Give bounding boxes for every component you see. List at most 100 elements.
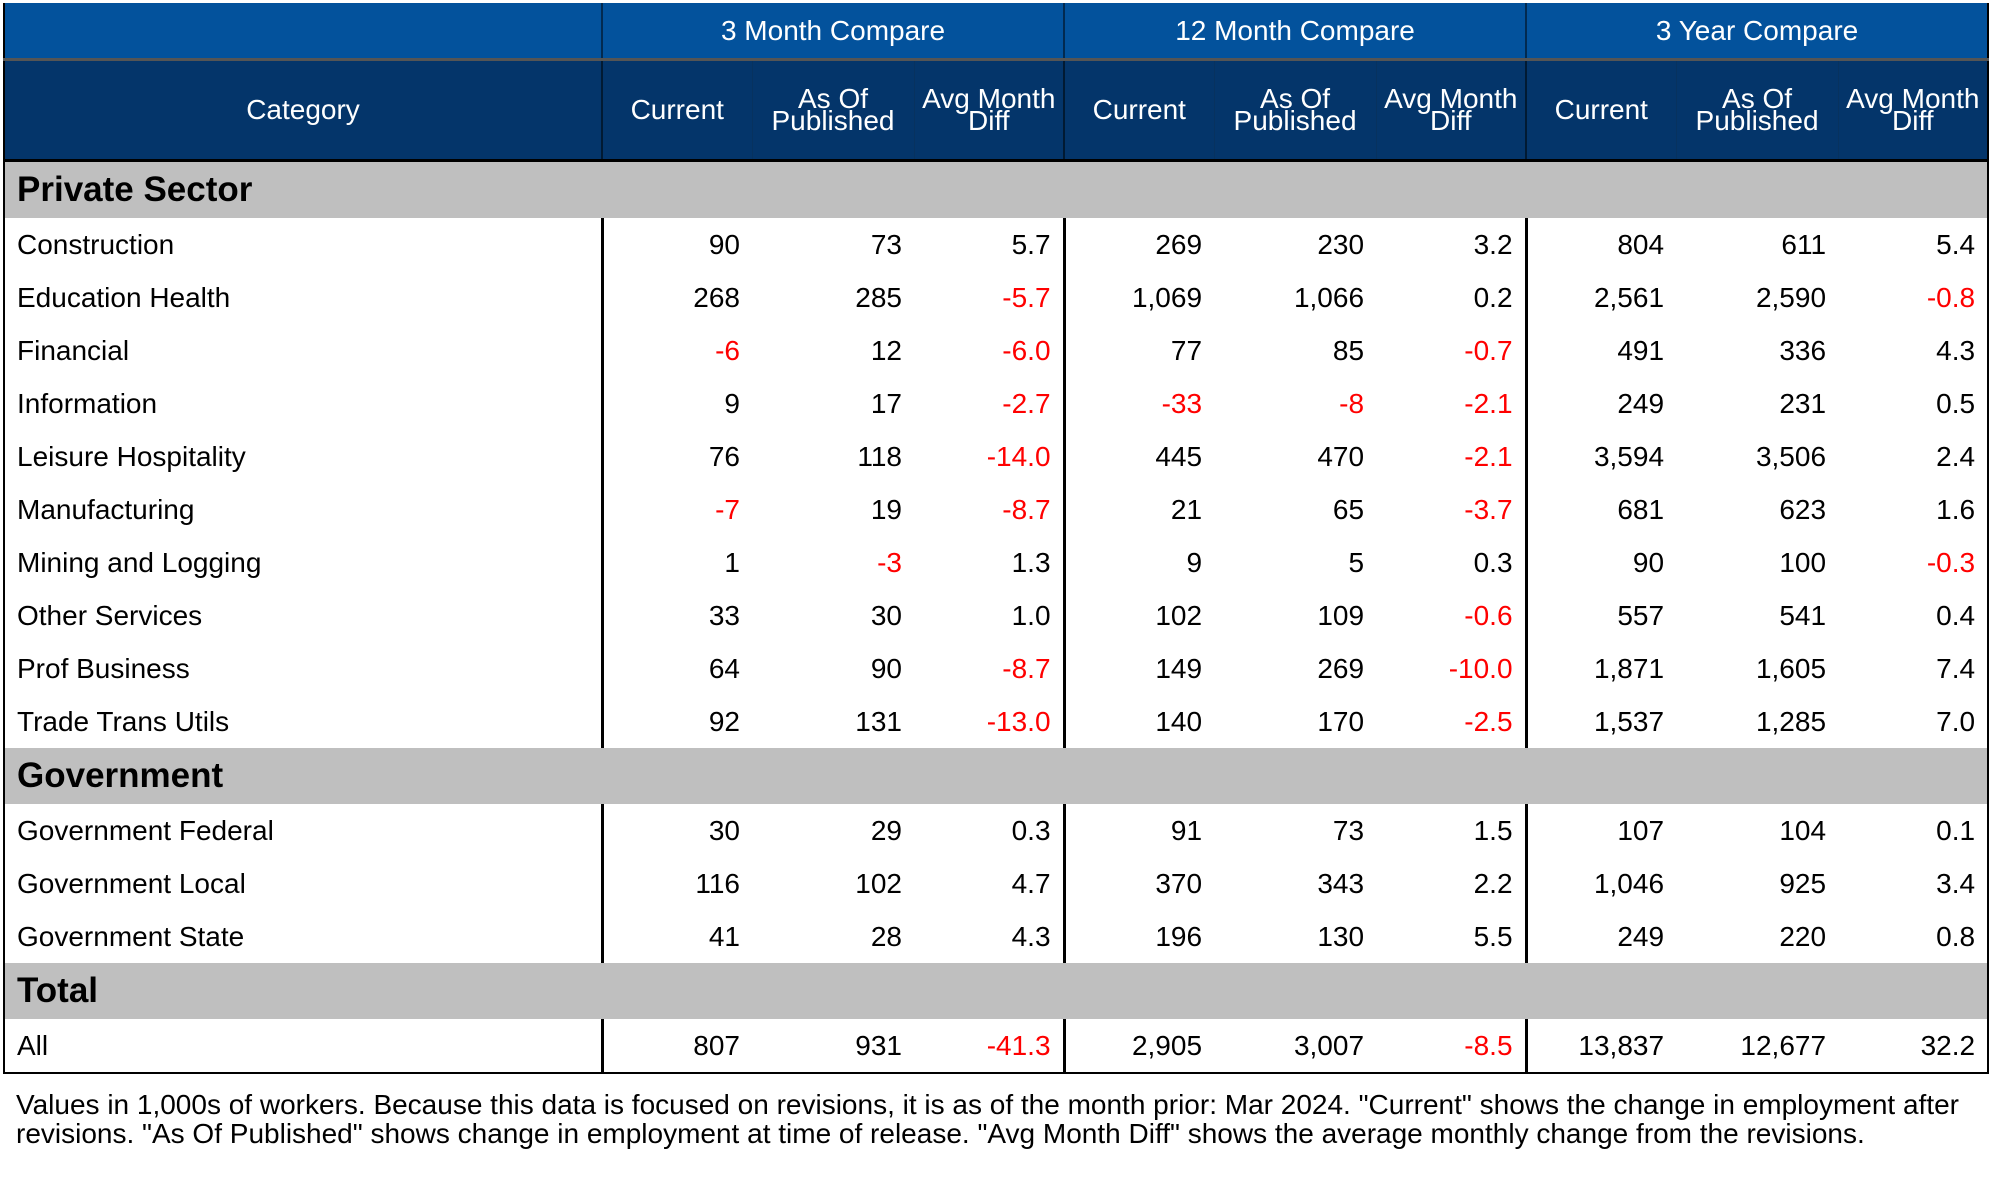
value-cell: 30 [600, 804, 752, 857]
value-cell: 269 [1317, 652, 1365, 684]
value-cell: 29 [870, 814, 902, 846]
value-cell: -7 [600, 483, 752, 536]
value-cell: 2.2 [1473, 867, 1513, 899]
value-cell: 33 [600, 589, 752, 642]
value-cell: 140 [1062, 695, 1215, 748]
value-cell: 100 [1779, 546, 1827, 578]
value-cell: 5.4 [1936, 228, 1976, 260]
value-cell: 1.0 [1011, 599, 1051, 631]
column-header-current: Current [1525, 59, 1677, 162]
value-cell: 107 [1524, 804, 1677, 857]
table-body: Private Sector Construction 90 73 5.7 269 230 3… [4, 160, 1989, 1074]
category-cell: Government Federal [4, 804, 604, 857]
value-cell: 76 [600, 430, 752, 483]
value-cell: 28 [870, 920, 902, 952]
category-cell: Leisure Hospitality [4, 430, 604, 483]
value-cell: 3,007 [1214, 1019, 1377, 1074]
group-header-12-month: 12 Month Compare [1063, 3, 1527, 61]
value-cell: 931 [752, 1019, 914, 1074]
blank-header [4, 3, 602, 61]
value-cell: 17 [870, 387, 902, 419]
value-cell: 2,561 [1524, 271, 1677, 324]
value-cell: -0.8 [1926, 281, 1976, 313]
category-cell: Mining and Logging [4, 536, 604, 589]
value-cell: -0.3 [1926, 546, 1976, 578]
value-cell: 13,837 [1524, 1019, 1677, 1074]
category-cell: Construction [4, 218, 604, 271]
value-cell: 91 [1062, 804, 1215, 857]
value-cell: 7.0 [1936, 705, 1976, 737]
value-cell: 249 [1524, 910, 1677, 963]
value-cell: 220 [1779, 920, 1827, 952]
category-cell: Government Local [4, 857, 604, 910]
value-cell: 116 [600, 857, 752, 910]
value-cell: 285 [855, 281, 902, 313]
value-cell: 336 [1779, 334, 1827, 366]
value-cell: 3,506 [1755, 440, 1827, 472]
section-header-row: Government [4, 748, 1989, 804]
section-title: Private Sector [4, 160, 1989, 218]
value-cell: 0.8 [1936, 920, 1976, 952]
value-cell: 131 [855, 705, 902, 737]
value-cell: 102 [855, 867, 902, 899]
value-cell: 623 [1779, 493, 1827, 525]
value-cell: 0.2 [1473, 281, 1513, 313]
value-cell: 102 [1062, 589, 1215, 642]
category-cell: Trade Trans Utils [4, 695, 604, 748]
value-cell: 269 [1062, 218, 1215, 271]
table-row: Leisure Hospitality 76 118 -14.0 445 470 -2.1 3… [4, 430, 1988, 483]
value-cell: -8.7 [1002, 493, 1051, 525]
value-cell: 470 [1317, 440, 1365, 472]
value-cell: 118 [857, 440, 902, 472]
value-cell: 231 [1779, 387, 1827, 419]
value-cell: 343 [1317, 867, 1365, 899]
table-row: Government Federal 30 29 0.3 91 73 1.5 107 104 0.… [4, 804, 1988, 857]
value-cell: 541 [1779, 599, 1827, 631]
value-cell: 0.1 [1936, 814, 1976, 846]
value-cell: 0.3 [1011, 814, 1051, 846]
section-title: Government [4, 748, 1989, 804]
value-cell: 104 [1779, 814, 1827, 846]
value-cell: 491 [1524, 324, 1677, 377]
value-cell: 1,046 [1524, 857, 1677, 910]
table-row: Financial -6 12 -6.0 77 85 -0.7 491 336 4.3 [4, 324, 1988, 377]
table-row: Manufacturing -7 19 -8.7 21 65 -3.7 681 623 1.6 [4, 483, 1988, 536]
category-cell: Government State [4, 910, 604, 963]
value-cell: 65 [1332, 493, 1365, 525]
value-cell: -10.0 [1448, 652, 1513, 684]
value-cell: 64 [600, 642, 752, 695]
value-cell: 0.4 [1936, 599, 1976, 631]
value-cell: 196 [1062, 910, 1215, 963]
value-cell: 1,537 [1524, 695, 1677, 748]
category-cell: Information [4, 377, 604, 430]
value-cell: -2.5 [1464, 705, 1513, 737]
value-cell: 92 [600, 695, 752, 748]
value-cell: -33 [1062, 377, 1215, 430]
value-cell: 19 [870, 493, 902, 525]
column-header-avg-month-diff: Avg Month Diff [913, 59, 1065, 162]
revisions-table: 3 Month Compare 12 Month Compare 3 Year … [3, 3, 1990, 1074]
value-cell: -6.0 [1002, 334, 1051, 366]
value-cell: 170 [1317, 705, 1365, 737]
value-cell: 1,069 [1062, 271, 1215, 324]
column-header-current: Current [601, 59, 752, 162]
value-cell: 1 [600, 536, 752, 589]
category-cell: Other Services [4, 589, 604, 642]
category-cell: All [4, 1019, 604, 1074]
value-cell: -8 [1339, 387, 1365, 419]
section-header-row: Total [4, 963, 1989, 1019]
column-header-avg-month-diff: Avg Month Diff [1837, 59, 1989, 162]
value-cell: 130 [1317, 920, 1365, 952]
group-header-row: 3 Month Compare 12 Month Compare 3 Year … [4, 3, 1989, 61]
table-row: Trade Trans Utils 92 131 -13.0 140 170 -2.5 1,5… [4, 695, 1988, 748]
value-cell: 3,594 [1524, 430, 1677, 483]
value-cell: 30 [870, 599, 902, 631]
section-header-row: Private Sector [4, 160, 1989, 218]
category-cell: Education Health [4, 271, 604, 324]
value-cell: -13.0 [986, 705, 1051, 737]
value-cell: -0.7 [1464, 334, 1513, 366]
value-cell: -0.6 [1464, 599, 1513, 631]
value-cell: 9 [600, 377, 752, 430]
value-cell: -2.1 [1464, 387, 1513, 419]
category-cell: Prof Business [4, 642, 604, 695]
